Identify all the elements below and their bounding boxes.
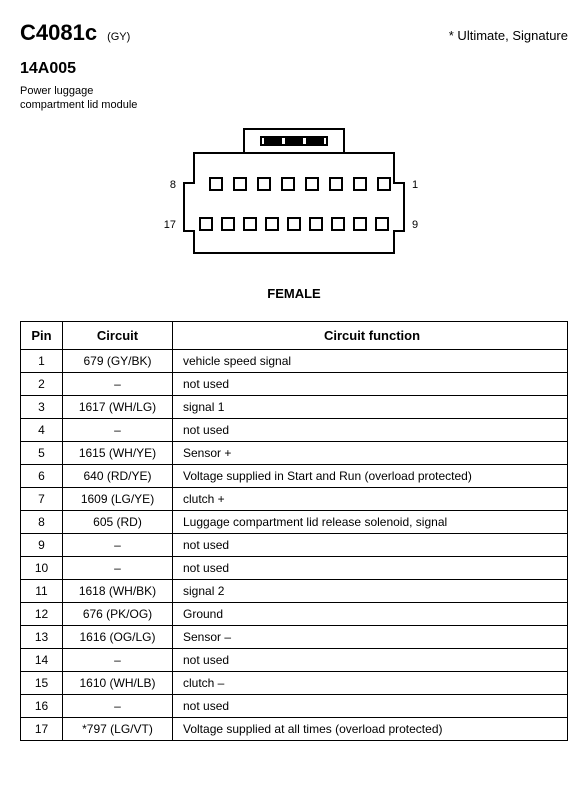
table-row: 131616 (OG/LG)Sensor –	[21, 625, 568, 648]
cell-pin: 13	[21, 625, 63, 648]
table-row: 151610 (WH/LB)clutch –	[21, 671, 568, 694]
cell-circuit: 676 (PK/OG)	[63, 602, 173, 625]
cell-pin: 12	[21, 602, 63, 625]
cell-function: not used	[173, 648, 568, 671]
cell-function: Voltage supplied at all times (overload …	[173, 717, 568, 740]
cell-function: not used	[173, 694, 568, 717]
table-row: 71609 (LG/YE)clutch +	[21, 487, 568, 510]
cell-pin: 15	[21, 671, 63, 694]
table-row: 6640 (RD/YE)Voltage supplied in Start an…	[21, 464, 568, 487]
connector-color-code: (GY)	[107, 31, 130, 43]
col-header-circuit: Circuit	[63, 321, 173, 349]
cell-function: vehicle speed signal	[173, 349, 568, 372]
cell-pin: 16	[21, 694, 63, 717]
cell-pin: 5	[21, 441, 63, 464]
cell-function: not used	[173, 372, 568, 395]
table-row: 111618 (WH/BK)signal 2	[21, 579, 568, 602]
cell-function: Voltage supplied in Start and Run (overl…	[173, 464, 568, 487]
cell-function: signal 2	[173, 579, 568, 602]
pin-label-1: 1	[412, 179, 418, 191]
cell-circuit: 605 (RD)	[63, 510, 173, 533]
table-row: 2–not used	[21, 372, 568, 395]
table-row: 4–not used	[21, 418, 568, 441]
cell-pin: 14	[21, 648, 63, 671]
module-description: Power luggage compartment lid module	[20, 84, 150, 113]
header-row: C4081c (GY) * Ultimate, Signature	[20, 20, 568, 46]
connector-gender-label: FEMALE	[20, 286, 568, 301]
cell-circuit: 1615 (WH/YE)	[63, 441, 173, 464]
cell-circuit: 1618 (WH/BK)	[63, 579, 173, 602]
cell-function: Ground	[173, 602, 568, 625]
variant-note: * Ultimate, Signature	[449, 28, 568, 43]
cell-circuit: –	[63, 418, 173, 441]
connector-svg: 8 1 17 9	[144, 123, 444, 273]
cell-circuit: –	[63, 372, 173, 395]
table-row: 17*797 (LG/VT)Voltage supplied at all ti…	[21, 717, 568, 740]
cell-pin: 4	[21, 418, 63, 441]
cell-function: not used	[173, 556, 568, 579]
cell-circuit: 1617 (WH/LG)	[63, 395, 173, 418]
pin-label-17: 17	[164, 219, 176, 231]
cell-circuit: 1610 (WH/LB)	[63, 671, 173, 694]
cell-pin: 6	[21, 464, 63, 487]
table-row: 9–not used	[21, 533, 568, 556]
cell-function: Sensor –	[173, 625, 568, 648]
cell-circuit: 640 (RD/YE)	[63, 464, 173, 487]
cell-function: Sensor +	[173, 441, 568, 464]
cell-circuit: 1616 (OG/LG)	[63, 625, 173, 648]
connector-diagram: 8 1 17 9 FEMALE	[20, 123, 568, 301]
pinout-table: Pin Circuit Circuit function 1679 (GY/BK…	[20, 321, 568, 741]
table-row: 31617 (WH/LG)signal 1	[21, 395, 568, 418]
cell-circuit: –	[63, 648, 173, 671]
cell-function: not used	[173, 418, 568, 441]
cell-circuit: 1609 (LG/YE)	[63, 487, 173, 510]
table-row: 51615 (WH/YE)Sensor +	[21, 441, 568, 464]
table-header-row: Pin Circuit Circuit function	[21, 321, 568, 349]
cell-function: signal 1	[173, 395, 568, 418]
cell-pin: 11	[21, 579, 63, 602]
cell-pin: 7	[21, 487, 63, 510]
cell-pin: 8	[21, 510, 63, 533]
cell-pin: 17	[21, 717, 63, 740]
cell-function: clutch +	[173, 487, 568, 510]
col-header-pin: Pin	[21, 321, 63, 349]
table-row: 10–not used	[21, 556, 568, 579]
cell-circuit: –	[63, 694, 173, 717]
table-row: 1679 (GY/BK)vehicle speed signal	[21, 349, 568, 372]
cell-pin: 2	[21, 372, 63, 395]
cavity-row-2	[200, 218, 388, 230]
table-row: 8605 (RD)Luggage compartment lid release…	[21, 510, 568, 533]
cell-pin: 9	[21, 533, 63, 556]
connector-id: C4081c	[20, 20, 97, 46]
header-left: C4081c (GY)	[20, 20, 130, 46]
table-row: 12676 (PK/OG)Ground	[21, 602, 568, 625]
cell-pin: 10	[21, 556, 63, 579]
cell-function: clutch –	[173, 671, 568, 694]
cell-circuit: –	[63, 533, 173, 556]
pin-label-9: 9	[412, 219, 418, 231]
pin-label-8: 8	[170, 179, 176, 191]
cell-pin: 1	[21, 349, 63, 372]
cell-circuit: 679 (GY/BK)	[63, 349, 173, 372]
cell-pin: 3	[21, 395, 63, 418]
cell-circuit: *797 (LG/VT)	[63, 717, 173, 740]
part-number: 14A005	[20, 60, 568, 78]
cell-function: not used	[173, 533, 568, 556]
cell-function: Luggage compartment lid release solenoid…	[173, 510, 568, 533]
cell-circuit: –	[63, 556, 173, 579]
table-row: 14–not used	[21, 648, 568, 671]
col-header-function: Circuit function	[173, 321, 568, 349]
table-row: 16–not used	[21, 694, 568, 717]
